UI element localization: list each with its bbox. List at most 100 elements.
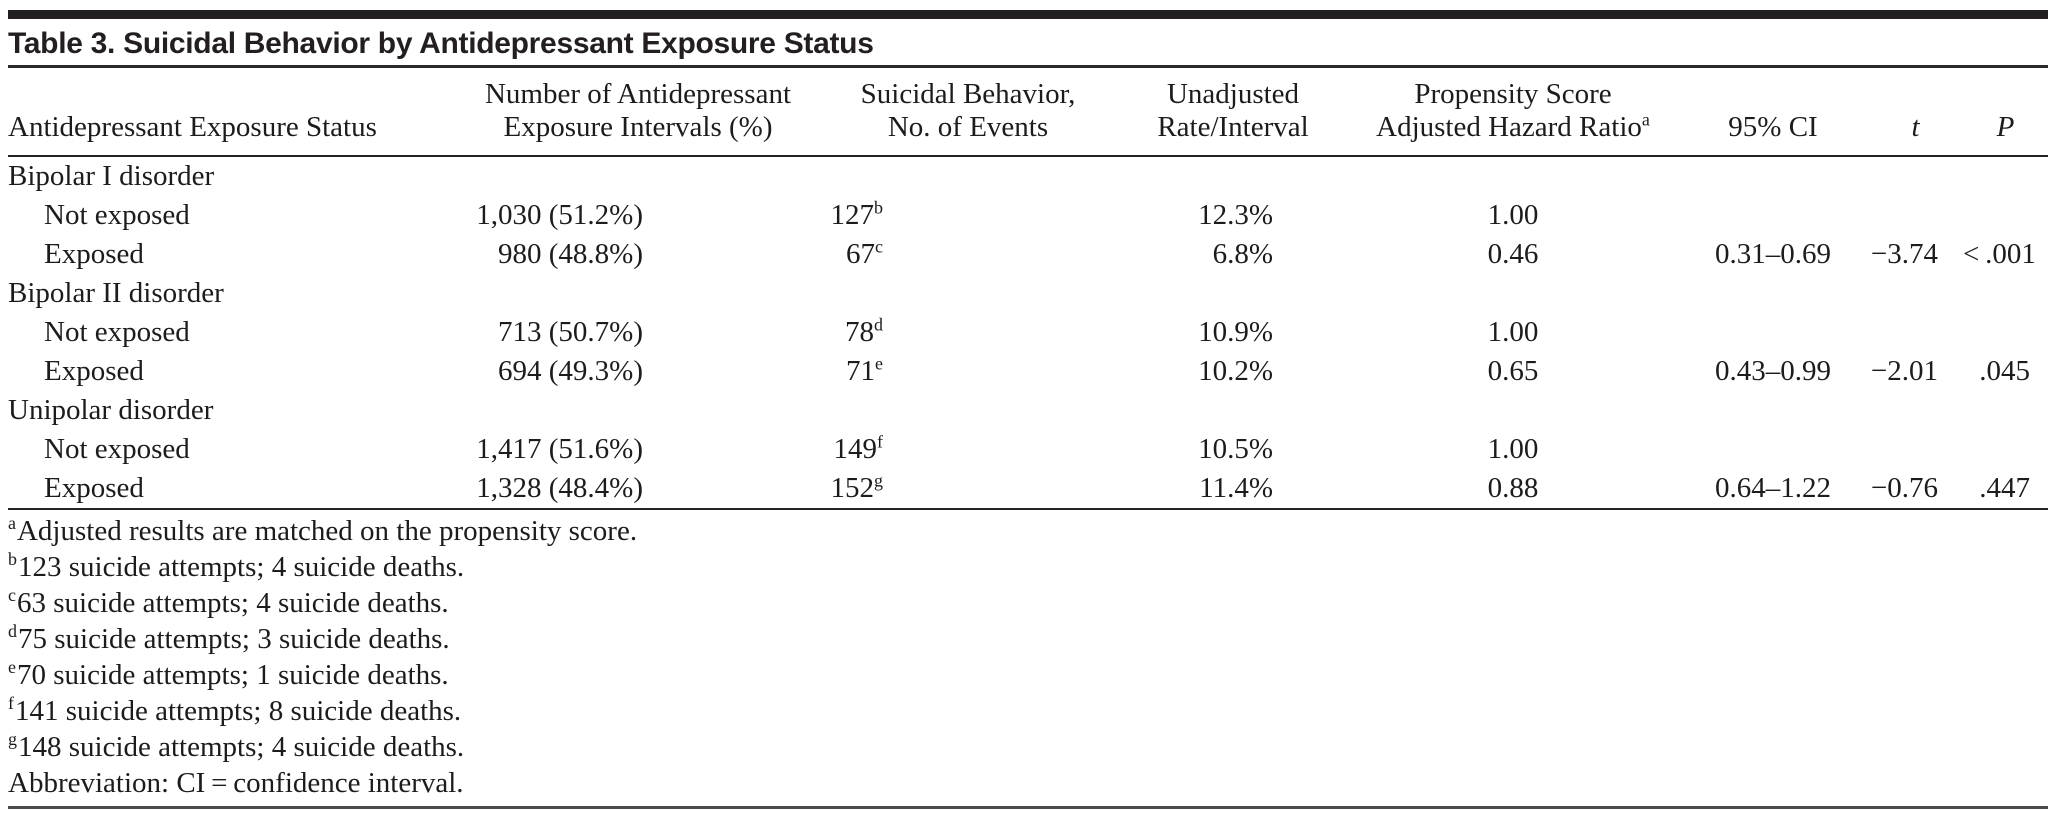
- footnote-text: Abbreviation: CI = confidence interval.: [8, 767, 464, 799]
- cell-rate: 10.5%: [1198, 433, 1273, 465]
- row-label: Not exposed: [44, 433, 190, 465]
- footnote-marker: f: [8, 693, 14, 714]
- column-header-events: Suicidal Behavior, No. of Events: [818, 68, 1118, 157]
- header-row: Antidepressant Exposure Status Number of …: [8, 68, 2048, 157]
- footnote-text: 123 suicide attempts; 4 suicide deaths.: [17, 551, 465, 583]
- header-line1: Propensity Score: [1414, 78, 1612, 110]
- cell-p: [1963, 313, 2048, 352]
- cell-t: [1868, 313, 1963, 352]
- cell-rate: 12.3%: [1198, 199, 1273, 231]
- row-label: Exposed: [44, 238, 144, 270]
- table-header: Antidepressant Exposure Status Number of …: [8, 68, 2048, 157]
- header-label: P: [1996, 111, 2015, 143]
- cell-intervals: 694 (49.3%): [498, 355, 643, 387]
- row-label: Not exposed: [44, 316, 190, 348]
- footnote-line: d75 suicide attempts; 3 suicide deaths.: [8, 621, 2048, 657]
- cell-rate: 10.2%: [1198, 355, 1273, 387]
- footnote-text: 148 suicide attempts; 4 suicide deaths.: [17, 731, 465, 763]
- cell-intervals: 1,328 (48.4%): [458, 469, 818, 510]
- cell-events: 67c: [818, 235, 1118, 274]
- cell-ci: 0.64–1.22: [1678, 469, 1868, 510]
- header-line1: Number of Antidepressant: [484, 78, 792, 110]
- cell-p: .045: [1979, 355, 2030, 387]
- header-line2: t: [1868, 111, 1963, 144]
- cell-rate: 11.4%: [1118, 469, 1348, 510]
- footnote-line: e70 suicide attempts; 1 suicide deaths.: [8, 657, 2048, 693]
- table-row: Bipolar I disorder: [8, 156, 2048, 196]
- column-header-hr: Propensity Score Adjusted Hazard Ratioa: [1348, 68, 1678, 157]
- footnote-line: b123 suicide attempts; 4 suicide deaths.: [8, 549, 2048, 585]
- events-superscript: e: [875, 353, 883, 374]
- cell-events: 127b: [818, 196, 1118, 235]
- cell-t: [1868, 196, 1963, 235]
- cell-ci: [1678, 313, 1868, 352]
- cell-ci: 0.43–0.99: [1715, 355, 1831, 387]
- footnote-text: 75 suicide attempts; 3 suicide deaths.: [17, 623, 450, 655]
- group-label: Unipolar disorder: [8, 394, 214, 426]
- table-row: Bipolar II disorder: [8, 274, 2048, 313]
- table-row: Not exposed 713 (50.7%) 78d 10.9% 1.00: [8, 313, 2048, 352]
- top-black-bar: [8, 10, 2048, 19]
- column-header-ci: 95% CI: [1678, 68, 1868, 157]
- header-line2: Adjusted Hazard Ratioa: [1348, 110, 1678, 144]
- cell-intervals: 980 (48.8%): [498, 238, 643, 270]
- row-label: Exposed: [44, 355, 144, 387]
- footnote-marker: b: [8, 549, 17, 570]
- header-line2: Exposure Intervals (%): [458, 111, 818, 144]
- cell-status: Not exposed: [8, 196, 458, 235]
- footnote-text: 63 suicide attempts; 4 suicide deaths.: [16, 587, 449, 619]
- cell-rate: 6.8%: [1212, 238, 1273, 270]
- events-superscript: b: [874, 197, 883, 218]
- cell-status: Exposed: [8, 235, 458, 274]
- cell-p: [1963, 196, 2048, 235]
- table-row: Not exposed 1,417 (51.6%) 149f 10.5% 1.00: [8, 430, 2048, 469]
- footnote-line: Abbreviation: CI = confidence interval.: [8, 765, 2048, 801]
- row-label: Exposed: [44, 472, 144, 504]
- footnote-text: 141 suicide attempts; 8 suicide deaths.: [14, 695, 462, 727]
- header-label: Adjusted Hazard Ratio: [1376, 111, 1642, 143]
- table-row: Exposed 694 (49.3%) 71e 10.2% 0.65 0.43–0.99 −…: [8, 352, 2048, 391]
- footnote-line: c63 suicide attempts; 4 suicide deaths.: [8, 585, 2048, 621]
- cell-hazard-ratio: 1.00: [1487, 433, 1539, 465]
- table-row: Not exposed 1,030 (51.2%) 127b 12.3% 1.00: [8, 196, 2048, 235]
- footnote-line: f141 suicide attempts; 8 suicide deaths.: [8, 693, 2048, 729]
- column-header-p: P: [1963, 68, 2048, 157]
- column-header-status: Antidepressant Exposure Status: [8, 68, 458, 157]
- header-line1: Suicidal Behavior,: [860, 78, 1076, 110]
- footnote-marker: g: [8, 729, 17, 750]
- row-label: Not exposed: [44, 199, 190, 231]
- cell-hazard-ratio: 0.88: [1348, 469, 1678, 510]
- footnote-line: aAdjusted results are matched on the pro…: [8, 513, 2048, 549]
- cell-status: Not exposed: [8, 430, 458, 469]
- events-superscript: f: [877, 431, 883, 452]
- cell-intervals: 713 (50.7%): [498, 316, 643, 348]
- cell-p: < .001: [1963, 238, 2036, 270]
- footnote-text: 70 suicide attempts; 1 suicide deaths.: [16, 659, 449, 691]
- header-line2: P: [1963, 111, 2048, 144]
- events-value: 67: [846, 238, 876, 270]
- events-value: 149: [833, 433, 878, 465]
- cell-rate: 10.9%: [1198, 316, 1273, 348]
- footnote-text: Adjusted results are matched on the prop…: [16, 515, 638, 547]
- cell-events: 71e: [818, 352, 1118, 391]
- events-superscript: g: [874, 470, 883, 491]
- header-label: No. of Events: [887, 111, 1049, 143]
- table-body: Bipolar I disorder Not exposed 1,030 (51.2…: [8, 156, 2048, 510]
- title-rule: [8, 65, 2048, 68]
- cell-status: Not exposed: [8, 313, 458, 352]
- header-label: 95% CI: [1728, 111, 1818, 143]
- cell-hazard-ratio: 0.46: [1487, 238, 1539, 270]
- events-value: 152: [830, 472, 875, 504]
- cell-t: −2.01: [1870, 355, 1938, 387]
- group-label: Bipolar I disorder: [8, 160, 215, 192]
- events-value: 127: [830, 199, 875, 231]
- header-label: Rate/Interval: [1157, 111, 1309, 143]
- group-label: Bipolar II disorder: [8, 277, 224, 309]
- cell-t: −0.76: [1868, 469, 1963, 510]
- header-label: Exposure Intervals (%): [503, 111, 773, 143]
- header-line2: Rate/Interval: [1118, 111, 1348, 144]
- footnotes: aAdjusted results are matched on the pro…: [8, 513, 2048, 801]
- table-row: Exposed 980 (48.8%) 67c 6.8% 0.46 0.31–0.69 −3…: [8, 235, 2048, 274]
- events-superscript: d: [874, 314, 883, 335]
